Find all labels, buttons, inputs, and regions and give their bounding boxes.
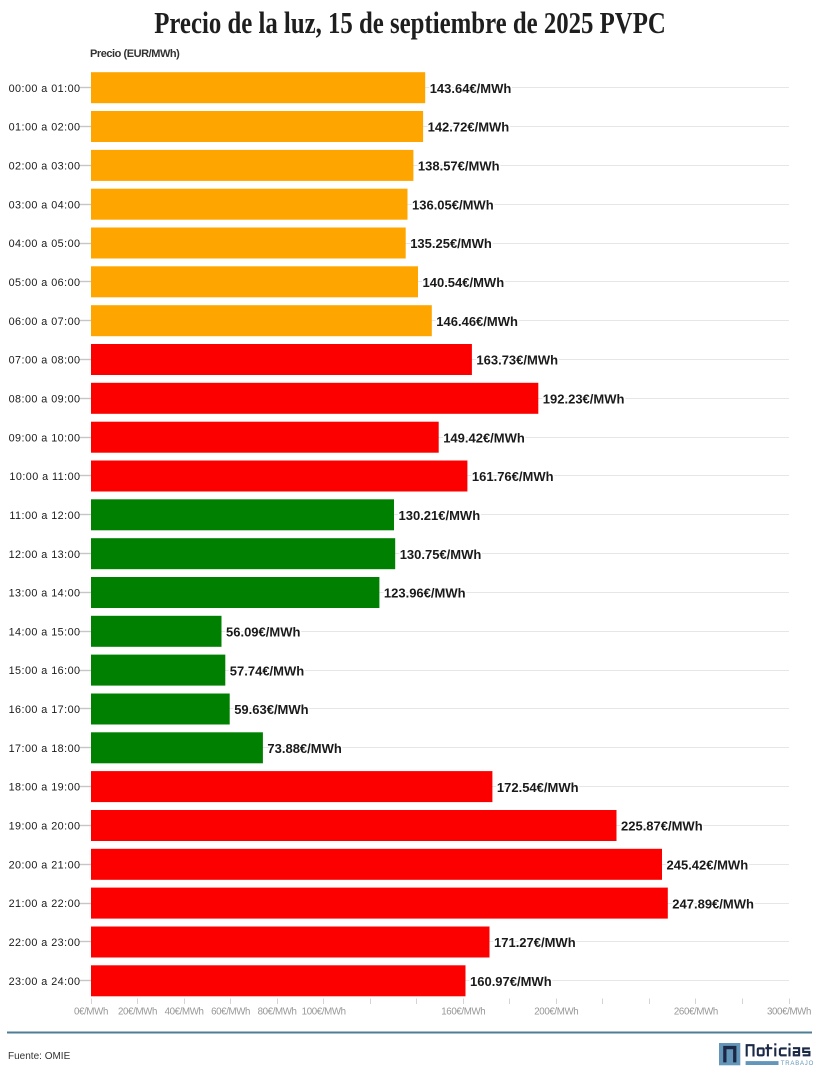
svg-text:16:00 a 17:00: 16:00 a 17:00	[9, 704, 81, 716]
svg-text:22:00 a 23:00: 22:00 a 23:00	[9, 937, 81, 949]
svg-text:17:00 a 18:00: 17:00 a 18:00	[9, 743, 81, 755]
svg-text:172.54€/MWh: 172.54€/MWh	[497, 780, 579, 795]
svg-text:149.42€/MWh: 149.42€/MWh	[443, 430, 525, 445]
svg-text:02:00 a 03:00: 02:00 a 03:00	[9, 161, 81, 173]
svg-text:225.87€/MWh: 225.87€/MWh	[621, 819, 703, 834]
svg-text:05:00 a 06:00: 05:00 a 06:00	[9, 277, 81, 289]
svg-text:21:00 a 22:00: 21:00 a 22:00	[9, 898, 81, 910]
svg-text:11:00 a 12:00: 11:00 a 12:00	[9, 510, 80, 522]
svg-text:161.76€/MWh: 161.76€/MWh	[472, 469, 554, 484]
svg-text:260€/MWh: 260€/MWh	[674, 1007, 718, 1018]
svg-text:Precio (EUR/MWh): Precio (EUR/MWh)	[90, 48, 180, 60]
svg-text:163.73€/MWh: 163.73€/MWh	[476, 353, 558, 368]
svg-text:08:00 a 09:00: 08:00 a 09:00	[9, 393, 81, 405]
svg-text:12:00 a 13:00: 12:00 a 13:00	[9, 549, 81, 561]
svg-text:135.25€/MWh: 135.25€/MWh	[410, 236, 492, 251]
svg-text:10:00 a 11:00: 10:00 a 11:00	[9, 471, 80, 483]
svg-text:136.05€/MWh: 136.05€/MWh	[412, 197, 494, 212]
svg-text:07:00 a 08:00: 07:00 a 08:00	[9, 355, 81, 367]
svg-text:15:00 a 16:00: 15:00 a 16:00	[9, 665, 81, 677]
svg-text:TRABAJO: TRABAJO	[781, 1061, 814, 1067]
svg-text:01:00 a 02:00: 01:00 a 02:00	[9, 122, 81, 134]
svg-text:130.21€/MWh: 130.21€/MWh	[399, 508, 481, 523]
svg-text:04:00 a 05:00: 04:00 a 05:00	[9, 238, 81, 250]
svg-text:59.63€/MWh: 59.63€/MWh	[234, 702, 308, 717]
svg-text:57.74€/MWh: 57.74€/MWh	[230, 663, 304, 678]
svg-text:0€/MWh: 0€/MWh	[74, 1007, 108, 1018]
svg-text:19:00 a 20:00: 19:00 a 20:00	[9, 821, 81, 833]
svg-text:20€/MWh: 20€/MWh	[118, 1007, 157, 1018]
svg-text:Fuente: OMIE: Fuente: OMIE	[8, 1051, 71, 1062]
svg-text:245.42€/MWh: 245.42€/MWh	[667, 858, 749, 873]
svg-text:192.23€/MWh: 192.23€/MWh	[543, 392, 625, 407]
svg-text:20:00 a 21:00: 20:00 a 21:00	[9, 859, 81, 871]
svg-text:09:00 a 10:00: 09:00 a 10:00	[9, 432, 81, 444]
svg-text:160€/MWh: 160€/MWh	[441, 1007, 485, 1018]
svg-text:200€/MWh: 200€/MWh	[534, 1007, 578, 1018]
svg-text:03:00 a 04:00: 03:00 a 04:00	[9, 199, 81, 211]
svg-text:18:00 a 19:00: 18:00 a 19:00	[9, 782, 81, 794]
svg-text:06:00 a 07:00: 06:00 a 07:00	[9, 316, 81, 328]
svg-text:13:00 a 14:00: 13:00 a 14:00	[9, 588, 81, 600]
svg-text:60€/MWh: 60€/MWh	[211, 1007, 250, 1018]
svg-text:142.72€/MWh: 142.72€/MWh	[428, 120, 510, 135]
svg-text:23:00 a 24:00: 23:00 a 24:00	[9, 976, 81, 988]
svg-text:40€/MWh: 40€/MWh	[165, 1007, 204, 1018]
svg-text:80€/MWh: 80€/MWh	[258, 1007, 297, 1018]
svg-text:130.75€/MWh: 130.75€/MWh	[400, 547, 482, 562]
svg-text:140.54€/MWh: 140.54€/MWh	[423, 275, 505, 290]
svg-text:247.89€/MWh: 247.89€/MWh	[672, 896, 754, 911]
svg-text:160.97€/MWh: 160.97€/MWh	[470, 974, 552, 989]
svg-text:73.88€/MWh: 73.88€/MWh	[267, 741, 341, 756]
svg-text:100€/MWh: 100€/MWh	[302, 1007, 346, 1018]
svg-text:146.46€/MWh: 146.46€/MWh	[436, 314, 518, 329]
svg-text:00:00 a 01:00: 00:00 a 01:00	[9, 83, 81, 95]
svg-text:143.64€/MWh: 143.64€/MWh	[430, 81, 512, 96]
svg-text:14:00 a 15:00: 14:00 a 15:00	[9, 626, 81, 638]
svg-text:300€/MWh: 300€/MWh	[767, 1007, 811, 1018]
svg-text:138.57€/MWh: 138.57€/MWh	[418, 159, 500, 174]
svg-text:123.96€/MWh: 123.96€/MWh	[384, 586, 466, 601]
svg-text:171.27€/MWh: 171.27€/MWh	[494, 935, 576, 950]
svg-text:56.09€/MWh: 56.09€/MWh	[226, 625, 300, 640]
